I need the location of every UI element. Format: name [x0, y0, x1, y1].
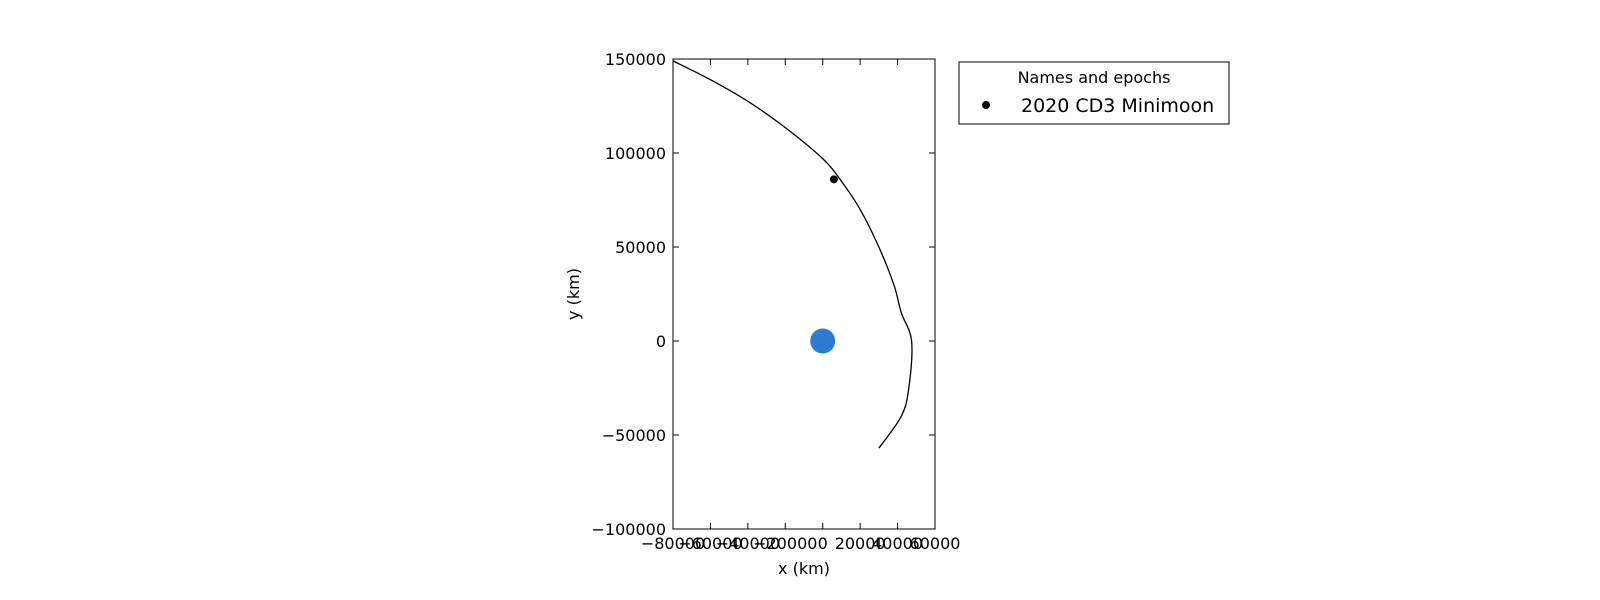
y-tick-label: 0	[656, 332, 666, 351]
x-axis-label: x (km)	[778, 559, 830, 578]
plot-area	[672, 58, 936, 530]
x-tick-label: −80000	[641, 534, 705, 553]
x-tick-label: 60000	[910, 534, 961, 553]
x-tick-label: −20000	[753, 534, 817, 553]
plot-frame	[672, 58, 936, 530]
legend-entry-label: 2020 CD3 Minimoon	[1021, 95, 1214, 117]
y-axis-label: y (km)	[564, 268, 583, 320]
tick-marks	[672, 58, 936, 530]
x-tick-label: 40000	[872, 534, 923, 553]
y-tick-labels: −100000 −50000 0 50000 100000 150000	[592, 50, 666, 539]
object-position-marker	[829, 175, 838, 184]
y-tick-label: 150000	[605, 50, 666, 69]
legend-box	[958, 61, 1230, 125]
x-tick-label: −60000	[678, 534, 742, 553]
x-tick-label: −40000	[716, 534, 780, 553]
y-tick-label: 100000	[605, 144, 666, 163]
y-tick-label: −50000	[602, 426, 666, 445]
legend-title: Names and epochs	[1018, 68, 1171, 87]
orbit-path	[672, 60, 913, 449]
legend: Names and epochs 2020 CD3 Minimoon	[958, 61, 1230, 125]
legend-marker-dot	[982, 101, 990, 109]
x-tick-label: 20000	[835, 534, 886, 553]
x-tick-label: 0	[818, 534, 828, 553]
central-body-marker	[810, 328, 836, 354]
y-tick-label: 50000	[615, 238, 666, 257]
y-tick-label: −100000	[592, 520, 666, 539]
